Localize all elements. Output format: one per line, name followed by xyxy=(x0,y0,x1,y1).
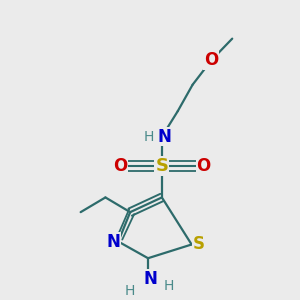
Text: N: N xyxy=(143,270,157,288)
Text: O: O xyxy=(113,157,127,175)
Text: H: H xyxy=(125,284,135,298)
Text: H: H xyxy=(164,279,174,293)
Text: S: S xyxy=(193,236,205,253)
Text: O: O xyxy=(204,51,219,69)
Text: S: S xyxy=(155,157,168,175)
Text: N: N xyxy=(106,232,120,250)
Text: N: N xyxy=(158,128,172,146)
Text: O: O xyxy=(196,157,211,175)
Text: H: H xyxy=(144,130,154,144)
